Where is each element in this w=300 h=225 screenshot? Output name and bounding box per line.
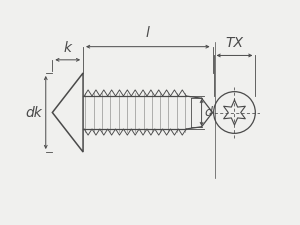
Text: TX: TX xyxy=(226,36,244,50)
Text: d: d xyxy=(205,106,213,119)
Text: k: k xyxy=(64,41,72,55)
Text: dk: dk xyxy=(25,106,42,119)
Text: l: l xyxy=(146,26,150,40)
